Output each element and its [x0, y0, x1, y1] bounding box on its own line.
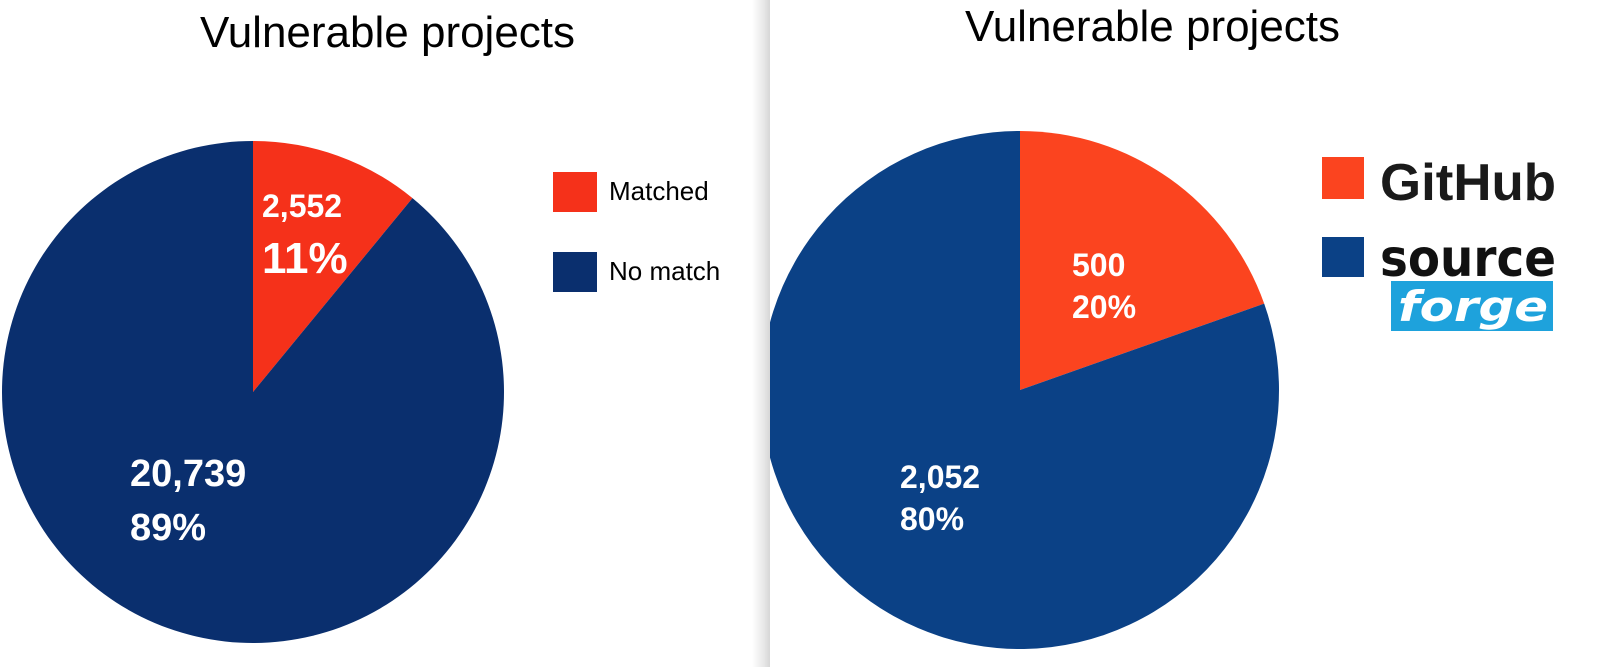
legend-swatch-matched: [553, 172, 597, 212]
slice-percent-label: 80%: [900, 501, 964, 537]
pie-slice-no-match: [1, 141, 504, 643]
legend-label-matched: Matched: [609, 176, 709, 206]
pie-slice-sourceforge: [770, 131, 1279, 649]
sourceforge-logo-bottom: forge: [1398, 282, 1548, 331]
slice-percent-label: 20%: [1072, 289, 1136, 325]
legend-swatch-sourceforge: [1322, 237, 1364, 277]
pie-slice-github: [1020, 131, 1265, 390]
slice-value-label: 20,739: [130, 453, 246, 495]
slice-percent-label: 89%: [130, 507, 206, 549]
legend-swatch-no-match: [553, 252, 597, 292]
legend-swatch-github: [1322, 157, 1364, 199]
panel-divider: [752, 0, 770, 667]
left-pie-chart: 2,552 11% 20,739 89% Matched No match: [1, 141, 720, 643]
left-chart-panel: Vulnerable projects 2,552 11% 20,739 89% Mat…: [0, 0, 770, 667]
github-logo: GitHub: [1380, 154, 1556, 212]
right-chart-panel: Vulnerable projects 500 20% 2,052 80% GitHub…: [770, 0, 1600, 667]
sourceforge-logo-banner: [1391, 281, 1553, 331]
left-chart-title: Vulnerable projects: [200, 8, 576, 57]
slice-value-label: 2,052: [900, 459, 980, 495]
slice-percent-label: 11%: [262, 234, 348, 283]
slice-value-label: 500: [1072, 247, 1125, 283]
sourceforge-logo-top: source: [1380, 229, 1556, 289]
legend-label-no-match: No match: [609, 256, 720, 286]
slice-value-label: 2,552: [262, 188, 342, 224]
right-chart-title: Vulnerable projects: [965, 2, 1341, 51]
pie-slice-matched: [253, 141, 413, 392]
